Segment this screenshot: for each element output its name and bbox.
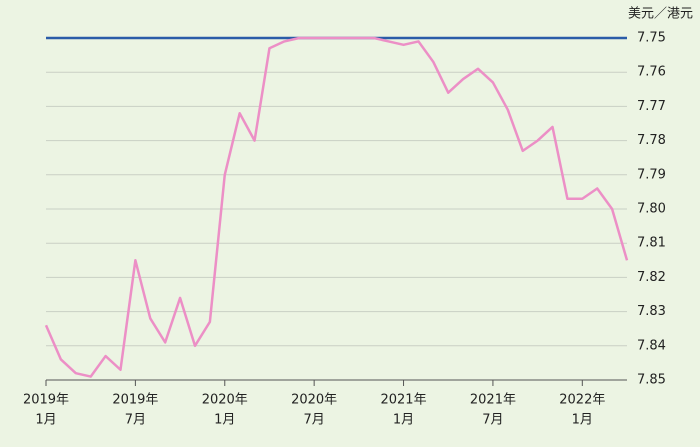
- x-tick-label: 2022年: [559, 393, 605, 408]
- x-tick-label: 2019年: [112, 393, 158, 408]
- x-tick-label: 7月: [125, 413, 146, 428]
- y-tick-label: 7.77: [637, 99, 666, 114]
- data-line: [44, 36, 629, 378]
- x-tick-label: 1月: [572, 413, 593, 428]
- y-tick-label: 7.75: [637, 31, 666, 46]
- y-tick-label: 7.82: [637, 270, 666, 285]
- x-tick-label: 7月: [304, 413, 325, 428]
- y-tick-label: 7.81: [637, 236, 666, 251]
- x-tick-label: 2019年: [23, 393, 69, 408]
- x-tick-label: 1月: [35, 413, 56, 428]
- y-tick-label: 7.79: [637, 167, 666, 182]
- y-tick-label: 7.76: [637, 65, 666, 80]
- x-tick-label: 2021年: [380, 393, 426, 408]
- x-tick-label: 7月: [482, 413, 503, 428]
- y-tick-label: 7.85: [637, 373, 666, 388]
- y-tick-label: 7.78: [637, 133, 666, 148]
- y-axis-label: 美元／港元: [628, 7, 693, 22]
- y-tick-label: 7.80: [637, 202, 666, 217]
- x-tick-label: 2020年: [291, 393, 337, 408]
- x-tick-label: 2020年: [202, 393, 248, 408]
- x-tick-label: 1月: [393, 413, 414, 428]
- y-tick-label: 7.84: [637, 338, 666, 353]
- x-tick-label: 1月: [214, 413, 235, 428]
- y-tick-label: 7.83: [637, 304, 666, 319]
- x-tick-label: 2021年: [470, 393, 516, 408]
